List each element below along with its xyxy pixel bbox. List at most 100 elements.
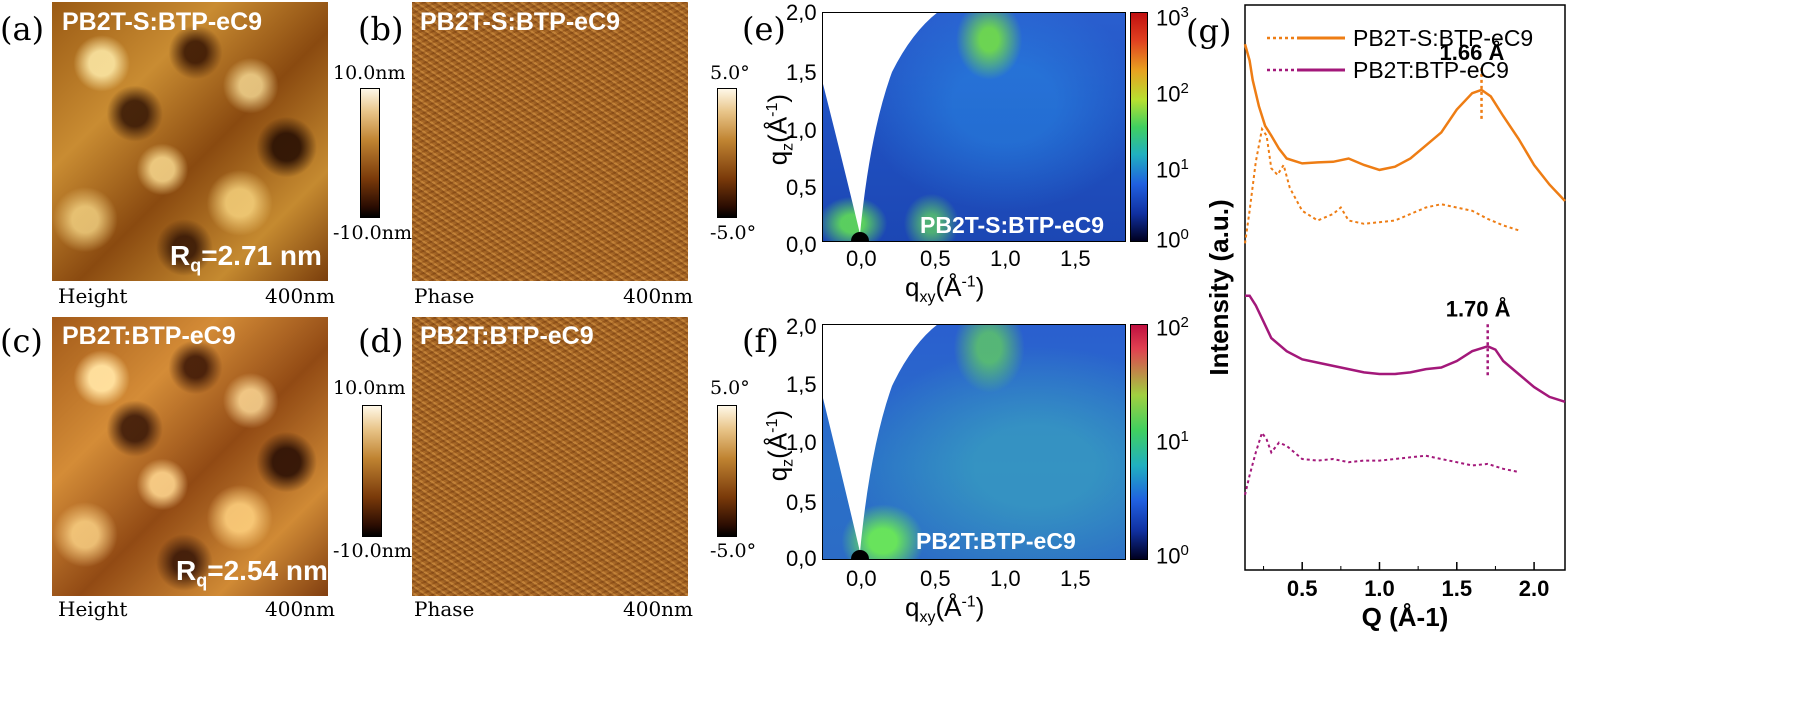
x-title-close: ) <box>975 592 985 622</box>
series-line-2 <box>1245 294 1566 403</box>
peak-annotation-0: 1.66 Å <box>1440 39 1505 65</box>
panel-label-e: (e) <box>742 10 786 48</box>
series-line-3 <box>1244 430 1519 496</box>
colorbar-phase-2 <box>717 405 737 537</box>
caption-left-a: Height <box>58 284 128 308</box>
cb-base: 10 <box>1156 157 1181 183</box>
y-title-sup: -1 <box>763 102 781 117</box>
roughness-label-c: Rq=2.54 nm <box>176 555 328 592</box>
image-title-b: PB2T-S:BTP-eC9 <box>420 8 621 36</box>
panel-label-c: (c) <box>0 322 43 360</box>
cb-exp: 2 <box>1180 314 1189 331</box>
y-tick-e-4: 0,0 <box>786 232 817 257</box>
legend-label-1: PB2T:BTP-eC9 <box>1353 57 1509 83</box>
colorbar-giwaxs-e <box>1130 12 1148 242</box>
rq-value: =2.71 nm <box>201 240 322 271</box>
colorbar-e-label-3: 100 <box>1156 226 1189 253</box>
colorbar-height-2 <box>362 405 382 537</box>
y-title-rest: (Å <box>762 116 793 143</box>
panel-label-a: (a) <box>0 10 45 48</box>
giwaxs-image-e <box>822 12 1126 242</box>
caption-right-c: 400nm <box>265 597 336 621</box>
y-tick-f-4: 0,0 <box>786 546 817 571</box>
colorbar-bottom-label-phase-2: -5.0° <box>710 540 757 562</box>
x-tick-e-2: 1,0 <box>990 246 1021 271</box>
line-chart-g: 0.5 1.0 1.5 2.0 Q (Å-1) Intensity (a.u.) 1.66 … <box>1204 4 1566 632</box>
colorbar-e-label-2: 101 <box>1156 156 1189 183</box>
x-title-main: q <box>905 592 920 622</box>
giwaxs-inset-f: PB2T:BTP-eC9 <box>916 528 1076 554</box>
x-title-close: ) <box>975 272 985 302</box>
giwaxs-mask-f <box>822 324 938 560</box>
image-title-a: PB2T-S:BTP-eC9 <box>62 8 263 36</box>
series-line-0 <box>1243 43 1566 202</box>
colorbar-f-label-0: 102 <box>1156 314 1189 341</box>
colorbar-top-label-height-2: 10.0nm <box>333 377 406 399</box>
y-title-close: ) <box>762 93 793 103</box>
y-title-sub: z <box>779 142 797 151</box>
y-tick-e-2: 1,0 <box>786 118 817 143</box>
colorbar-bottom-label-height-2: -10.0nm <box>333 540 412 562</box>
panel-label-g: (g) <box>1186 12 1232 50</box>
rq-value: =2.54 nm <box>207 555 328 586</box>
x-tick-e-3: 1,5 <box>1060 246 1091 271</box>
plot-frame <box>1244 4 1566 571</box>
colorbar-bottom-label-height-1: -10.0nm <box>333 222 412 244</box>
x-title-sub: xy <box>919 289 936 307</box>
caption-right-b: 400nm <box>623 284 694 308</box>
x-tick-label: 0.5 <box>1287 576 1318 601</box>
x-title-sub: xy <box>919 609 936 627</box>
x-title-rest: (Å <box>935 592 962 622</box>
x-axis-label: Q (Å-1) <box>1362 602 1449 632</box>
y-axis-label: Intensity (a.u.) <box>1204 199 1234 375</box>
legend-label-0: PB2T-S:BTP-eC9 <box>1353 25 1533 51</box>
cb-base: 10 <box>1156 81 1181 107</box>
cb-exp: 2 <box>1180 80 1189 97</box>
colorbar-top-label-height-1: 10.0nm <box>333 62 406 84</box>
rq-prefix: R <box>170 240 191 271</box>
afm-phase-image-d <box>412 317 688 596</box>
colorbar-e-label-0: 103 <box>1156 4 1189 31</box>
x-tick-label: 2.0 <box>1519 576 1550 601</box>
y-title-main: q <box>762 466 793 482</box>
afm-phase-image-b <box>412 2 688 281</box>
colorbar-e-label-1: 102 <box>1156 80 1189 107</box>
x-axis-title-e: qxy(Å-1) <box>905 272 984 307</box>
giwaxs-mask-e <box>822 12 938 242</box>
y-tick-f-2: 1,0 <box>786 430 817 455</box>
x-axis-title-f: qxy(Å-1) <box>905 592 984 627</box>
colorbar-top-label-phase-2: 5.0° <box>710 377 750 399</box>
x-tick-f-3: 1,5 <box>1060 566 1091 591</box>
cb-exp: 1 <box>1180 156 1189 173</box>
x-tick-e-1: 0,5 <box>920 246 951 271</box>
y-title-rest: (Å <box>762 432 793 459</box>
rq-sub: q <box>196 570 208 591</box>
panel-label-b: (b) <box>358 10 404 48</box>
colorbar-height-1 <box>360 88 380 218</box>
cb-exp: 0 <box>1180 542 1189 559</box>
colorbar-bottom-label-phase-1: -5.0° <box>710 222 757 244</box>
peak-annotation-1: 1.70 Å <box>1446 295 1511 321</box>
image-title-d: PB2T:BTP-eC9 <box>420 322 594 350</box>
caption-left-d: Phase <box>414 597 475 621</box>
giwaxs-inset-e: PB2T-S:BTP-eC9 <box>920 212 1105 238</box>
cb-base: 10 <box>1156 227 1181 253</box>
x-tick-e-0: 0,0 <box>846 246 877 271</box>
y-title-close: ) <box>762 409 793 419</box>
y-title-main: q <box>762 150 793 166</box>
cb-exp: 1 <box>1180 428 1189 445</box>
x-title-sup: -1 <box>961 273 976 291</box>
cb-base: 10 <box>1156 543 1181 569</box>
afm-height-image-a <box>52 2 328 281</box>
x-title-rest: (Å <box>935 272 962 302</box>
colorbar-f-label-2: 100 <box>1156 542 1189 569</box>
colorbar-phase-1 <box>717 88 737 218</box>
y-tick-f-0: 2,0 <box>786 314 817 339</box>
cb-base: 10 <box>1156 5 1181 31</box>
caption-right-d: 400nm <box>623 597 694 621</box>
y-tick-e-1: 1,5 <box>786 60 817 85</box>
panel-label-f: (f) <box>742 322 779 360</box>
cb-base: 10 <box>1156 315 1181 341</box>
x-tick-f-1: 0,5 <box>920 566 951 591</box>
x-title-sup: -1 <box>961 593 976 611</box>
